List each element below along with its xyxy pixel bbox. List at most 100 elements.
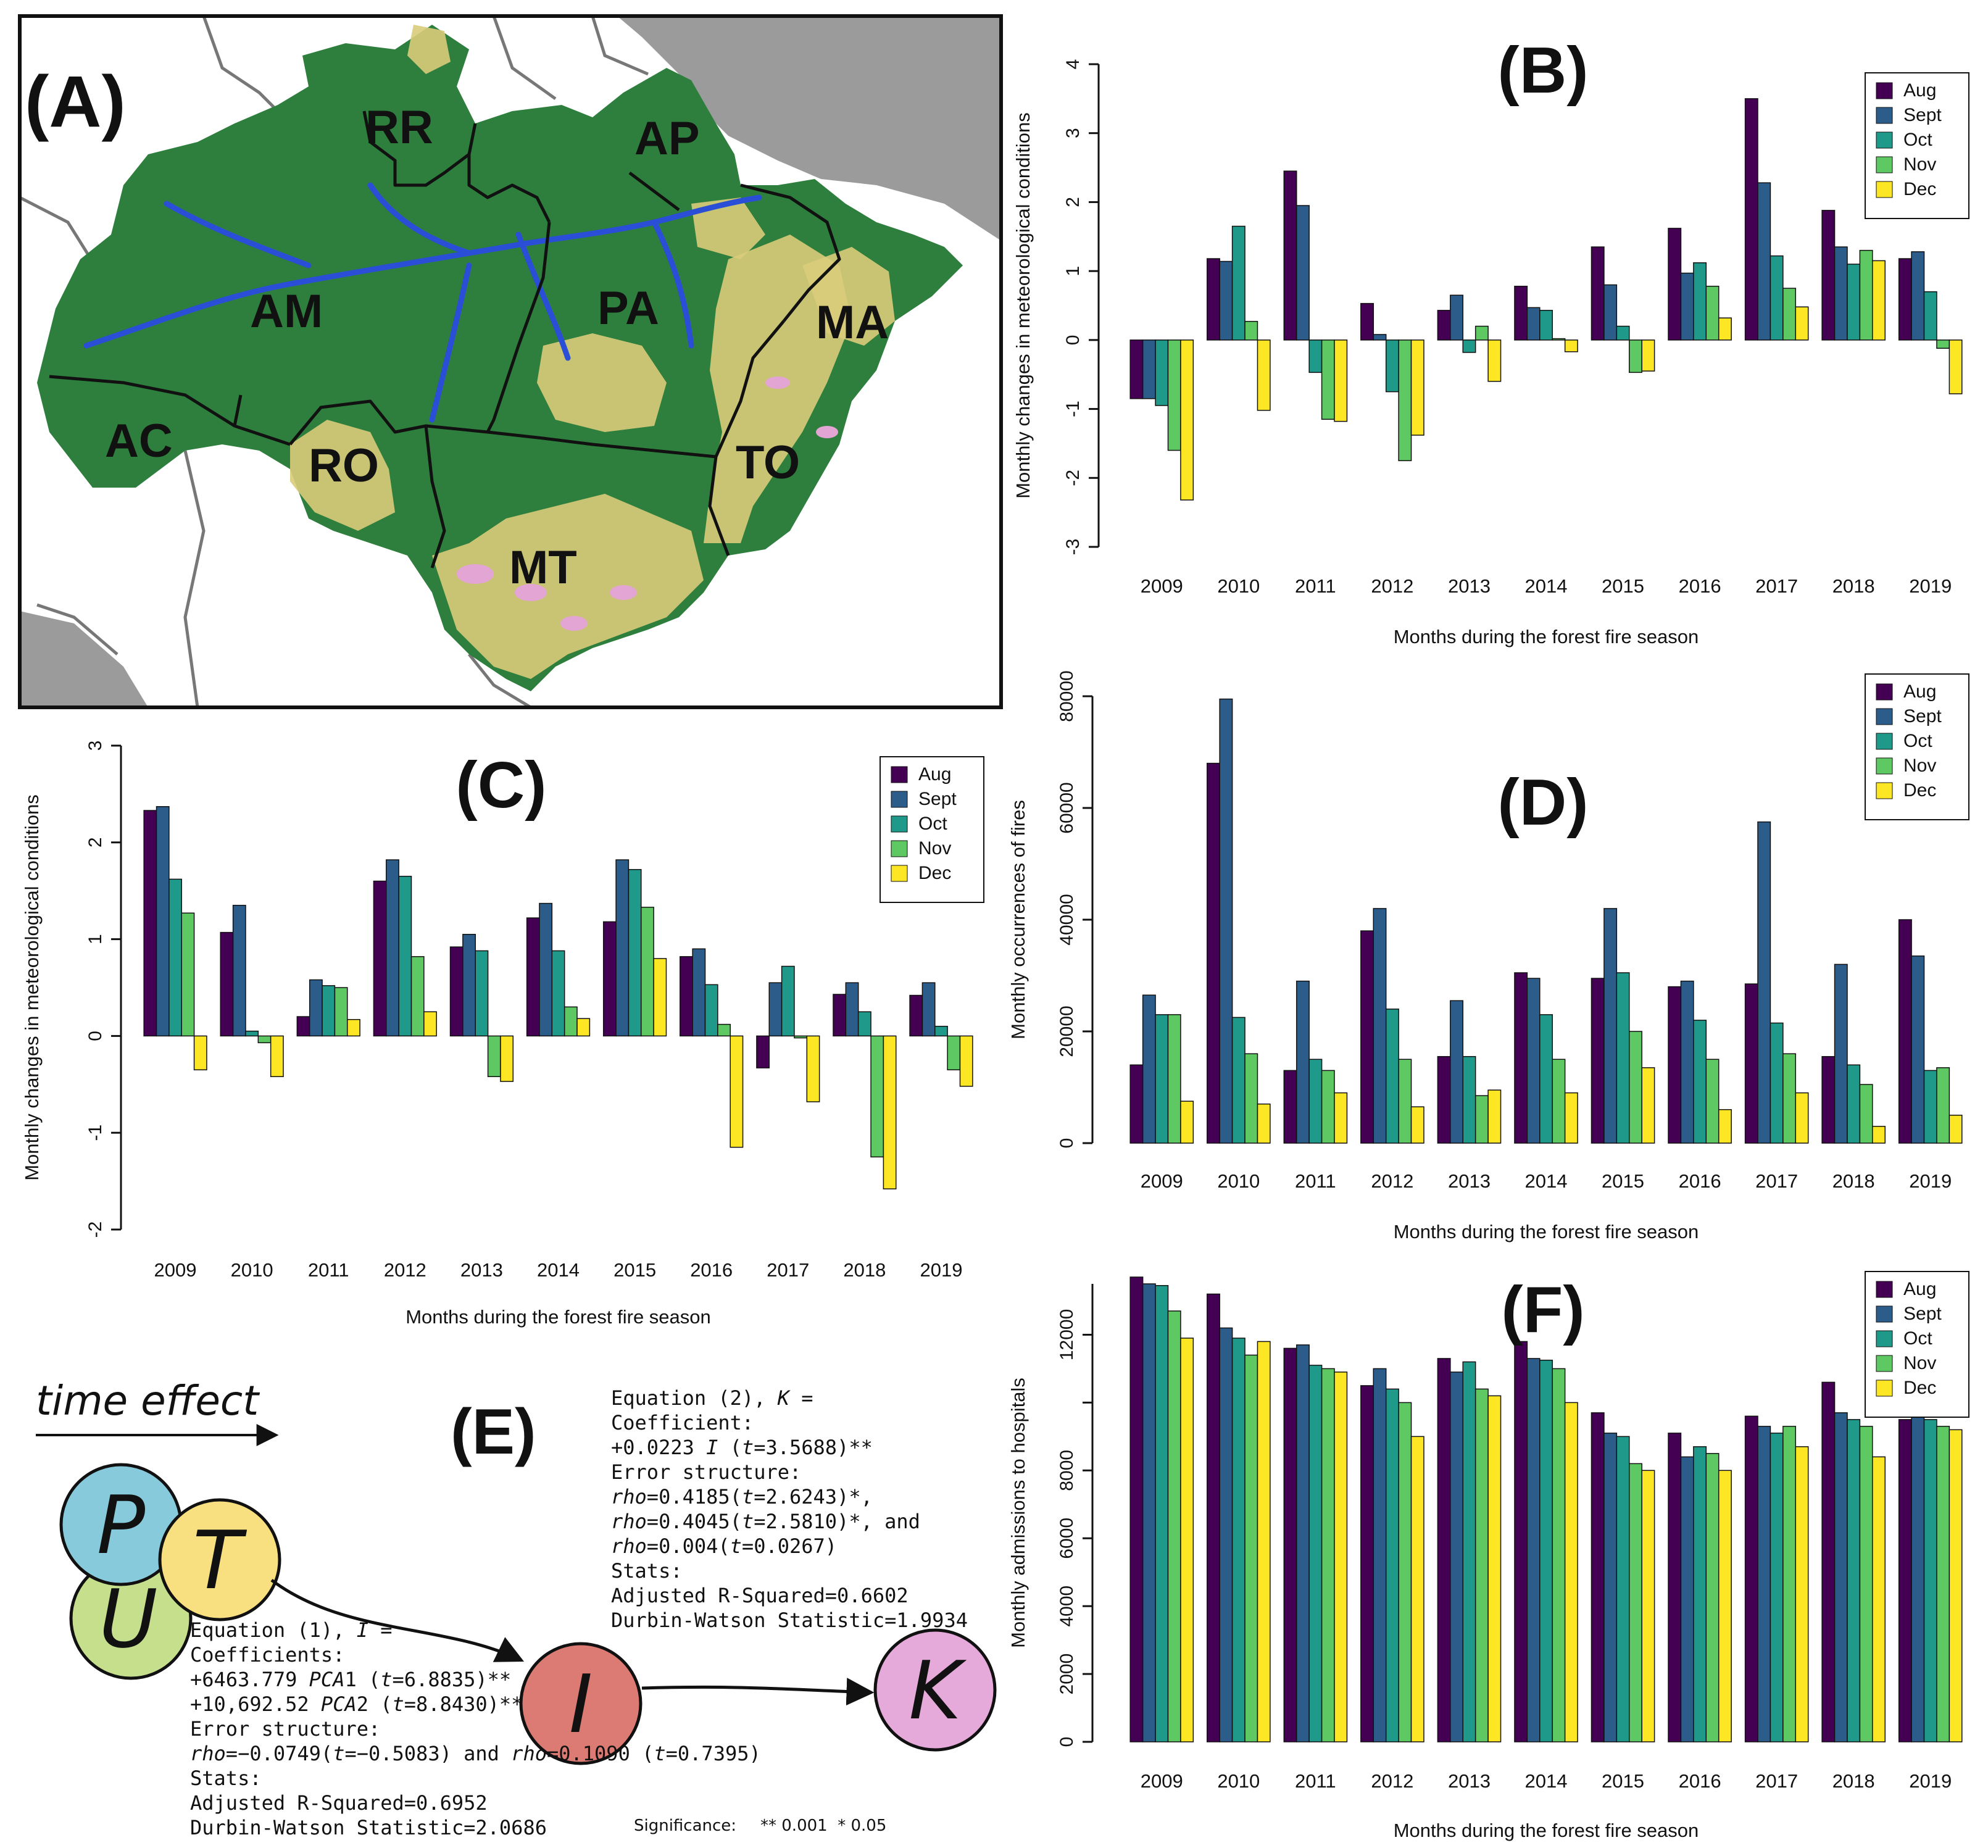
x-tick-label: 2011 <box>1295 575 1336 597</box>
x-tick-label: 2016 <box>1679 1770 1721 1792</box>
chart-b: -3 -2 -1 0 1 2 3 4 2009 2010 2011 2012 2013 2014 2015 2… <box>1012 34 1969 647</box>
x-tick-label: 2017 <box>1755 1770 1798 1792</box>
y-axis-title: Monthly changes in meteorological condit… <box>21 794 43 1181</box>
bar-b-oct-2019 <box>1923 291 1937 341</box>
x-tick-label: 2013 <box>1448 575 1491 597</box>
y-axis-title: Monthly changes in meteorological condit… <box>1012 112 1034 499</box>
panel-title: (D) <box>1497 766 1588 839</box>
bar-f-nov-2016 <box>1705 1453 1720 1742</box>
bar-c-aug-2015 <box>602 921 617 1037</box>
bar-c-dec-2014 <box>576 1018 591 1037</box>
bar-b-oct-2015 <box>1616 325 1630 341</box>
eq1-error-values: rho=−0.0749(t=−0.5083) and rho=0.1090 (t… <box>190 1742 761 1765</box>
bar-f-nov-2019 <box>1936 1426 1950 1742</box>
bar-b-dec-2019 <box>1948 339 1963 394</box>
bar-c-oct-2012 <box>398 875 412 1037</box>
legend-swatch <box>891 791 908 808</box>
bar-f-oct-2018 <box>1847 1419 1861 1742</box>
bar-b-aug-2010 <box>1207 258 1220 341</box>
bar-f-oct-2009 <box>1155 1284 1169 1742</box>
x-axis-title: Months during the forest fire season <box>1394 1820 1699 1841</box>
bar-b-oct-2018 <box>1847 264 1861 341</box>
bar-d-aug-2018 <box>1821 1055 1836 1144</box>
bar-d-oct-2016 <box>1693 1020 1707 1144</box>
bar-b-dec-2009 <box>1180 339 1194 501</box>
y-tick-label: 2 <box>1063 197 1083 207</box>
x-tick-label: 2016 <box>1679 1170 1721 1192</box>
bar-b-aug-2013 <box>1437 310 1451 341</box>
legend-label: Aug <box>1903 681 1936 702</box>
bar-d-sept-2013 <box>1450 1000 1463 1144</box>
bar-d-sept-2016 <box>1680 980 1694 1144</box>
x-tick-label: 2013 <box>1448 1170 1491 1192</box>
bar-c-oct-2015 <box>628 868 642 1037</box>
node-k-circle <box>873 1628 997 1752</box>
bar-f-aug-2012 <box>1360 1385 1375 1742</box>
state-label-mt: MT <box>509 541 577 594</box>
bar-f-oct-2017 <box>1770 1433 1784 1742</box>
bar-b-oct-2016 <box>1693 262 1707 341</box>
y-tick-label: -1 <box>85 1125 106 1141</box>
y-tick-label: 40000 <box>1057 894 1077 945</box>
y-tick-label: 6000 <box>1057 1518 1077 1559</box>
bar-b-sept-2009 <box>1142 339 1156 399</box>
y-tick-label: 0 <box>85 1031 106 1041</box>
x-tick-label: 2018 <box>1832 1770 1875 1792</box>
bar-b-sept-2017 <box>1757 182 1771 341</box>
eq2-error-rho-2: rho=0.4045(t=2.5810)*, and <box>611 1510 920 1533</box>
bar-f-oct-2019 <box>1923 1419 1937 1742</box>
eq2-adjusted-r2: Adjusted R-Squared=0.6602 <box>611 1584 909 1607</box>
bar-b-aug-2011 <box>1283 170 1297 341</box>
significance-values: ** 0.001 * 0.05 <box>760 1817 886 1835</box>
x-tick-label: 2019 <box>1909 1770 1952 1792</box>
bar-c-nov-2019 <box>947 1035 961 1071</box>
y-axis-title: Monthly occurrences of fires <box>1007 800 1029 1039</box>
bar-b-aug-2015 <box>1591 246 1605 341</box>
y-tick-label: 60000 <box>1057 782 1077 833</box>
bar-d-aug-2009 <box>1129 1064 1144 1144</box>
bar-b-nov-2014 <box>1552 338 1566 341</box>
bar-b-sept-2012 <box>1373 334 1387 341</box>
node-i-circle <box>519 1642 643 1765</box>
bar-d-dec-2016 <box>1718 1109 1732 1144</box>
bar-b-sept-2019 <box>1911 251 1925 341</box>
state-labels: RR AP AM PA MA AC RO TO MT <box>105 101 889 594</box>
bar-c-nov-2011 <box>334 987 348 1037</box>
bar-d-dec-2014 <box>1564 1092 1578 1144</box>
legend-swatch <box>891 865 908 882</box>
state-label-to: TO <box>736 436 800 489</box>
eq2-durbin-watson: Durbin-Watson Statistic=1.9934 <box>611 1609 968 1632</box>
bar-f-oct-2016 <box>1693 1446 1707 1742</box>
bar-f-dec-2013 <box>1487 1395 1502 1742</box>
eq1-coefficients-title: Coefficients: <box>190 1643 344 1667</box>
bar-d-aug-2016 <box>1668 986 1682 1144</box>
y-tick-label: 0 <box>1063 335 1083 346</box>
x-tick-label: 2010 <box>231 1259 273 1281</box>
x-tick-label: 2011 <box>1295 1170 1336 1192</box>
bar-f-sept-2018 <box>1834 1412 1848 1742</box>
state-label-ro: RO <box>309 439 379 492</box>
bar-c-nov-2015 <box>641 907 654 1037</box>
equation-1-block: Equation (1), I = Coefficients: +6463.77… <box>190 1618 761 1839</box>
x-tick-label: 2019 <box>920 1259 962 1281</box>
bar-d-dec-2013 <box>1487 1089 1502 1144</box>
x-tick-label: 2016 <box>690 1259 733 1281</box>
legend-label: Aug <box>1903 80 1936 101</box>
bar-c-nov-2014 <box>564 1006 578 1037</box>
legend-swatch <box>1876 107 1893 124</box>
eq1-title: Equation (1), I = <box>190 1618 393 1642</box>
y-tick-label: 0 <box>1057 1138 1077 1149</box>
bar-d-nov-2016 <box>1705 1059 1720 1144</box>
y-tick-label: -1 <box>1063 401 1083 417</box>
bar-d-nov-2017 <box>1782 1053 1797 1144</box>
node-k-text: K <box>909 1644 967 1738</box>
legend-label: Dec <box>1903 179 1936 199</box>
bar-f-sept-2012 <box>1373 1368 1387 1742</box>
eq1-stats-title: Stats: <box>190 1767 262 1790</box>
eq2-coef-1: +0.0223 I (t=3.5688)** <box>611 1436 873 1459</box>
bar-c-nov-2009 <box>181 912 195 1037</box>
arrow-t-to-i <box>270 1578 525 1662</box>
bar-d-aug-2015 <box>1591 978 1605 1144</box>
legend-swatch <box>1876 782 1893 799</box>
